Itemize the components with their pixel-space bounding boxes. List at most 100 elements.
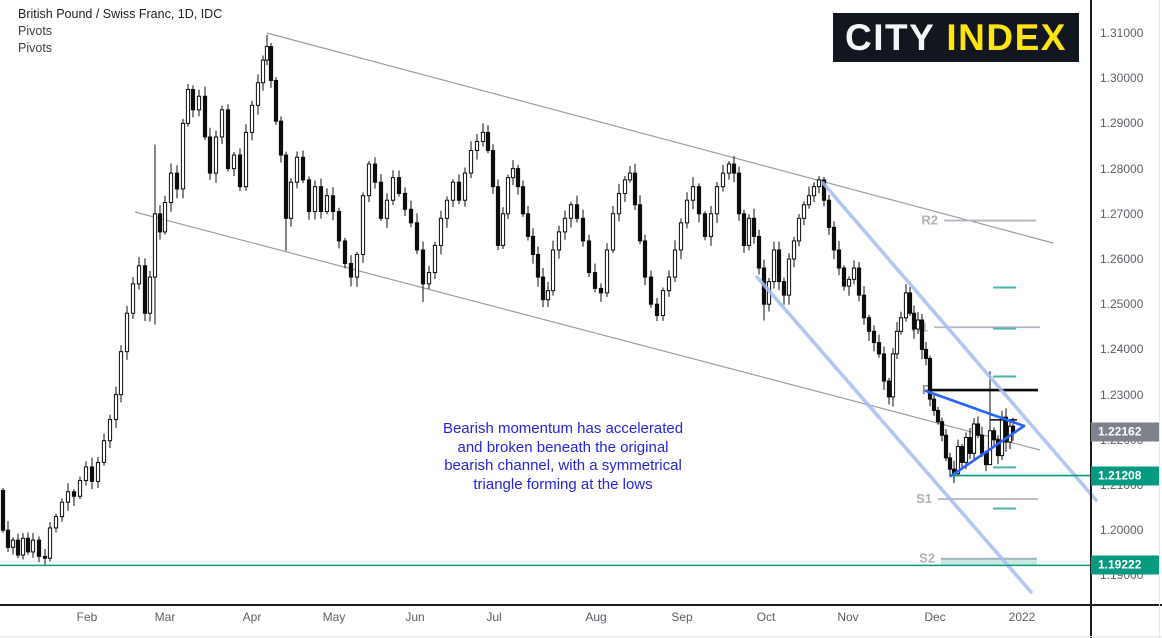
candle-body: [923, 348, 929, 359]
candle-body: [746, 217, 752, 246]
candle-body: [231, 154, 237, 170]
candle-body: [947, 457, 953, 470]
candle-body: [851, 267, 857, 280]
candle-body: [771, 249, 777, 283]
candle-body: [225, 109, 231, 170]
candle-body: [720, 172, 726, 188]
time-axis-border[interactable]: [0, 604, 1162, 606]
triangle-lower[interactable]: [949, 424, 1026, 478]
candle-body: [288, 181, 294, 219]
indicator-row-pivots-1[interactable]: Pivots: [18, 24, 53, 38]
candle-body: [550, 249, 556, 292]
candle-body: [610, 213, 616, 251]
candle-body: [931, 398, 937, 411]
candle-body: [152, 213, 158, 278]
candle-body: [696, 186, 702, 215]
candle-body: [42, 555, 48, 559]
accelerated-channel-lower[interactable]: [755, 275, 1033, 594]
candle-body: [318, 186, 324, 213]
logo-text-city: CITY: [845, 16, 947, 58]
candle-body: [983, 452, 989, 466]
price-tag-1.22162: 1.22162: [1091, 422, 1159, 442]
x-axis-label-jun: Jun: [405, 610, 425, 624]
candle-body: [816, 179, 822, 188]
candle-body: [791, 240, 797, 260]
x-axis-label-mar: Mar: [154, 610, 176, 624]
candle-body: [260, 59, 266, 84]
indicator-row-pivots-2[interactable]: Pivots: [18, 41, 53, 55]
candle-body: [627, 172, 633, 181]
candle-body: [907, 292, 913, 314]
candle-body: [474, 140, 480, 152]
candle-body: [490, 150, 496, 188]
candle-body: [684, 199, 690, 224]
candle-body: [500, 213, 506, 246]
y-axis-label: 1.20000: [1100, 523, 1144, 538]
triangle-upper[interactable]: [924, 389, 1026, 428]
s2-support-zone[interactable]: [941, 558, 1037, 566]
candle-body: [756, 235, 762, 269]
y-axis-label: 1.26000: [1100, 252, 1144, 266]
bearish-channel-lower[interactable]: [134, 211, 1041, 451]
candle-body: [741, 213, 747, 246]
candle-body: [130, 283, 136, 314]
candle-body: [0, 489, 6, 531]
candle-body: [366, 163, 372, 197]
y-axis-label: 1.27000: [1100, 206, 1144, 221]
bearish-channel-upper[interactable]: [266, 32, 1054, 244]
annotation-line-3: bearish channel, with a symmetrical: [444, 457, 682, 474]
candle-body: [637, 204, 643, 242]
candle-body: [360, 195, 366, 255]
x-axis-label-oct: Oct: [756, 610, 776, 624]
analysis-annotation[interactable]: Bearish momentum has accelerated and bro…: [403, 420, 723, 494]
candle-body: [556, 231, 562, 251]
candle-body: [678, 222, 684, 251]
candle-body: [147, 276, 153, 314]
candle-body: [243, 131, 249, 188]
background-lines: R2R1S1S2P: [134, 32, 1054, 566]
candle-body: [136, 265, 142, 285]
candle-body: [462, 172, 468, 201]
x-axis-label-apr: Apr: [242, 610, 262, 624]
candle-body: [831, 226, 837, 251]
candle-body: [955, 446, 961, 475]
candle-body: [927, 357, 933, 400]
candle-body: [10, 539, 16, 548]
logo-text-index: INDEX: [946, 16, 1067, 58]
candle-body: [903, 292, 909, 319]
y-axis-label: 1.30000: [1100, 71, 1144, 86]
candle-body: [432, 244, 438, 274]
candle-body: [505, 177, 511, 215]
city-index-logo: CITY INDEX: [833, 13, 1079, 62]
candle-body: [672, 249, 678, 278]
candle-body: [971, 423, 977, 454]
candle-body: [480, 131, 486, 142]
candle-body: [690, 186, 696, 201]
candle-body: [702, 213, 708, 237]
candle-body: [911, 312, 917, 330]
candle-body: [372, 163, 378, 183]
candles[interactable]: [0, 34, 1016, 566]
price-axis-border[interactable]: [1090, 0, 1092, 638]
candle-body: [801, 204, 807, 219]
candle-body: [866, 317, 872, 332]
x-axis-label-aug: Aug: [585, 610, 607, 624]
x-axis-label-2022: 2022: [1008, 610, 1036, 624]
candle-body: [89, 466, 95, 482]
candle-body: [107, 418, 113, 442]
candle-body: [592, 272, 598, 289]
candle-body: [604, 249, 610, 294]
y-axis-label: 1.28000: [1100, 161, 1144, 176]
candle-body: [876, 342, 882, 355]
candle-body: [255, 82, 261, 106]
candle-body: [456, 181, 462, 201]
candle-body: [15, 539, 21, 556]
accelerated-channel-upper[interactable]: [821, 181, 1098, 502]
candle-body: [943, 434, 949, 459]
symbol-title[interactable]: British Pound / Swiss Franc, 1D, IDC: [18, 7, 223, 21]
candle-body: [520, 186, 526, 215]
candle-body: [378, 181, 384, 219]
annotation-line-4: triangle forming at the lows: [473, 475, 653, 493]
candle-body: [881, 353, 887, 382]
